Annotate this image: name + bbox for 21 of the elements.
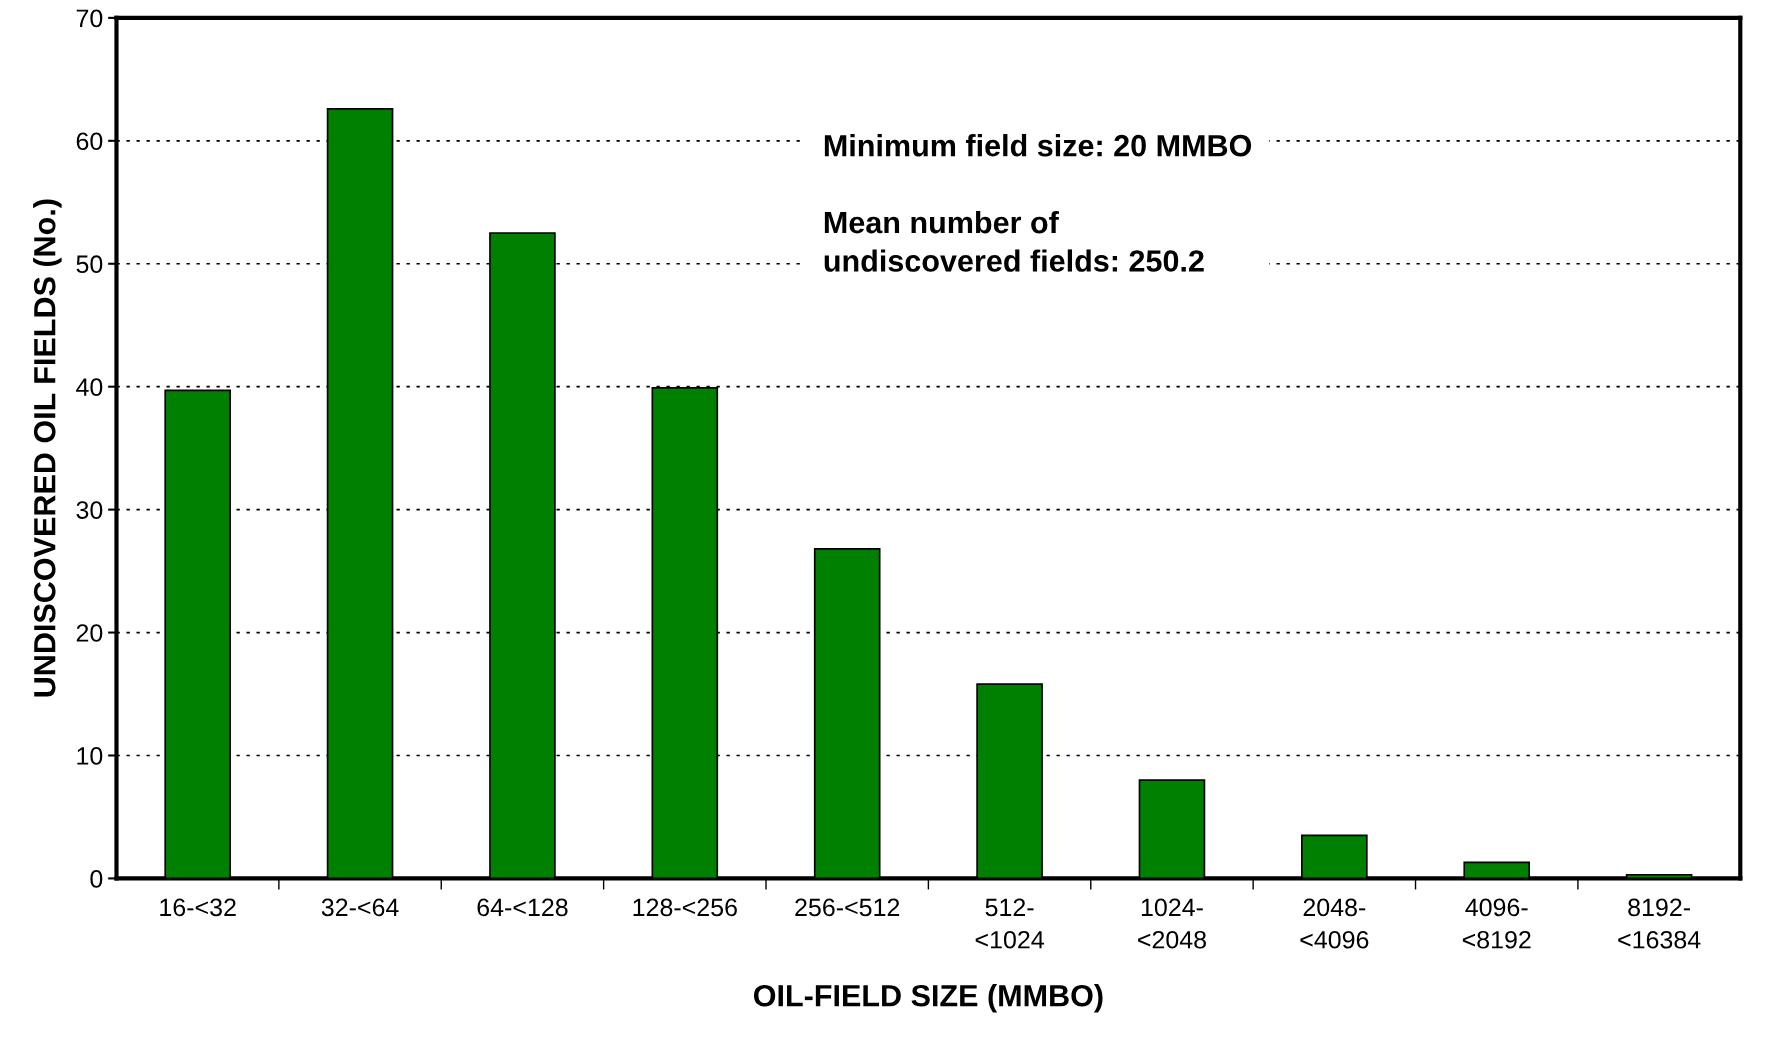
- y-tick-label: 10: [77, 747, 103, 765]
- y-tick-label: 40: [76, 378, 103, 396]
- y-tick-label: 60: [76, 132, 103, 151]
- x-tick-label: 4096- <8192: [1462, 898, 1531, 949]
- x-tick-label: 512- <1024: [975, 898, 1044, 949]
- x-tick-label: 128-<256: [633, 898, 737, 917]
- y-tick-label: 0: [90, 870, 103, 888]
- x-tick-label: 256-<512: [795, 898, 900, 917]
- y-tick-label: 70: [76, 9, 103, 28]
- x-tick-label: 32-<64: [321, 898, 399, 917]
- x-tick-label: 8192- <16384: [1618, 898, 1701, 949]
- x-tick-label: 16-<32: [160, 898, 236, 917]
- x-tick-label: 1024- <2048: [1138, 898, 1206, 949]
- y-tick-label: 50: [76, 255, 103, 274]
- x-axis-title: OIL-FIELD SIZE (MMBO): [753, 984, 1103, 1013]
- y-axis-title: UNDISCOVERED OIL FIELDS (No.): [33, 199, 62, 697]
- y-tick-label: 20: [76, 624, 103, 642]
- x-tick-label: 2048- <4096: [1300, 898, 1369, 949]
- x-tick-label: 64-<128: [477, 898, 568, 917]
- y-tick-label: 30: [76, 501, 103, 519]
- text: Minimum field size: 20 MMBO Mean number of undiscovered fields: 250.2: [824, 134, 1252, 272]
